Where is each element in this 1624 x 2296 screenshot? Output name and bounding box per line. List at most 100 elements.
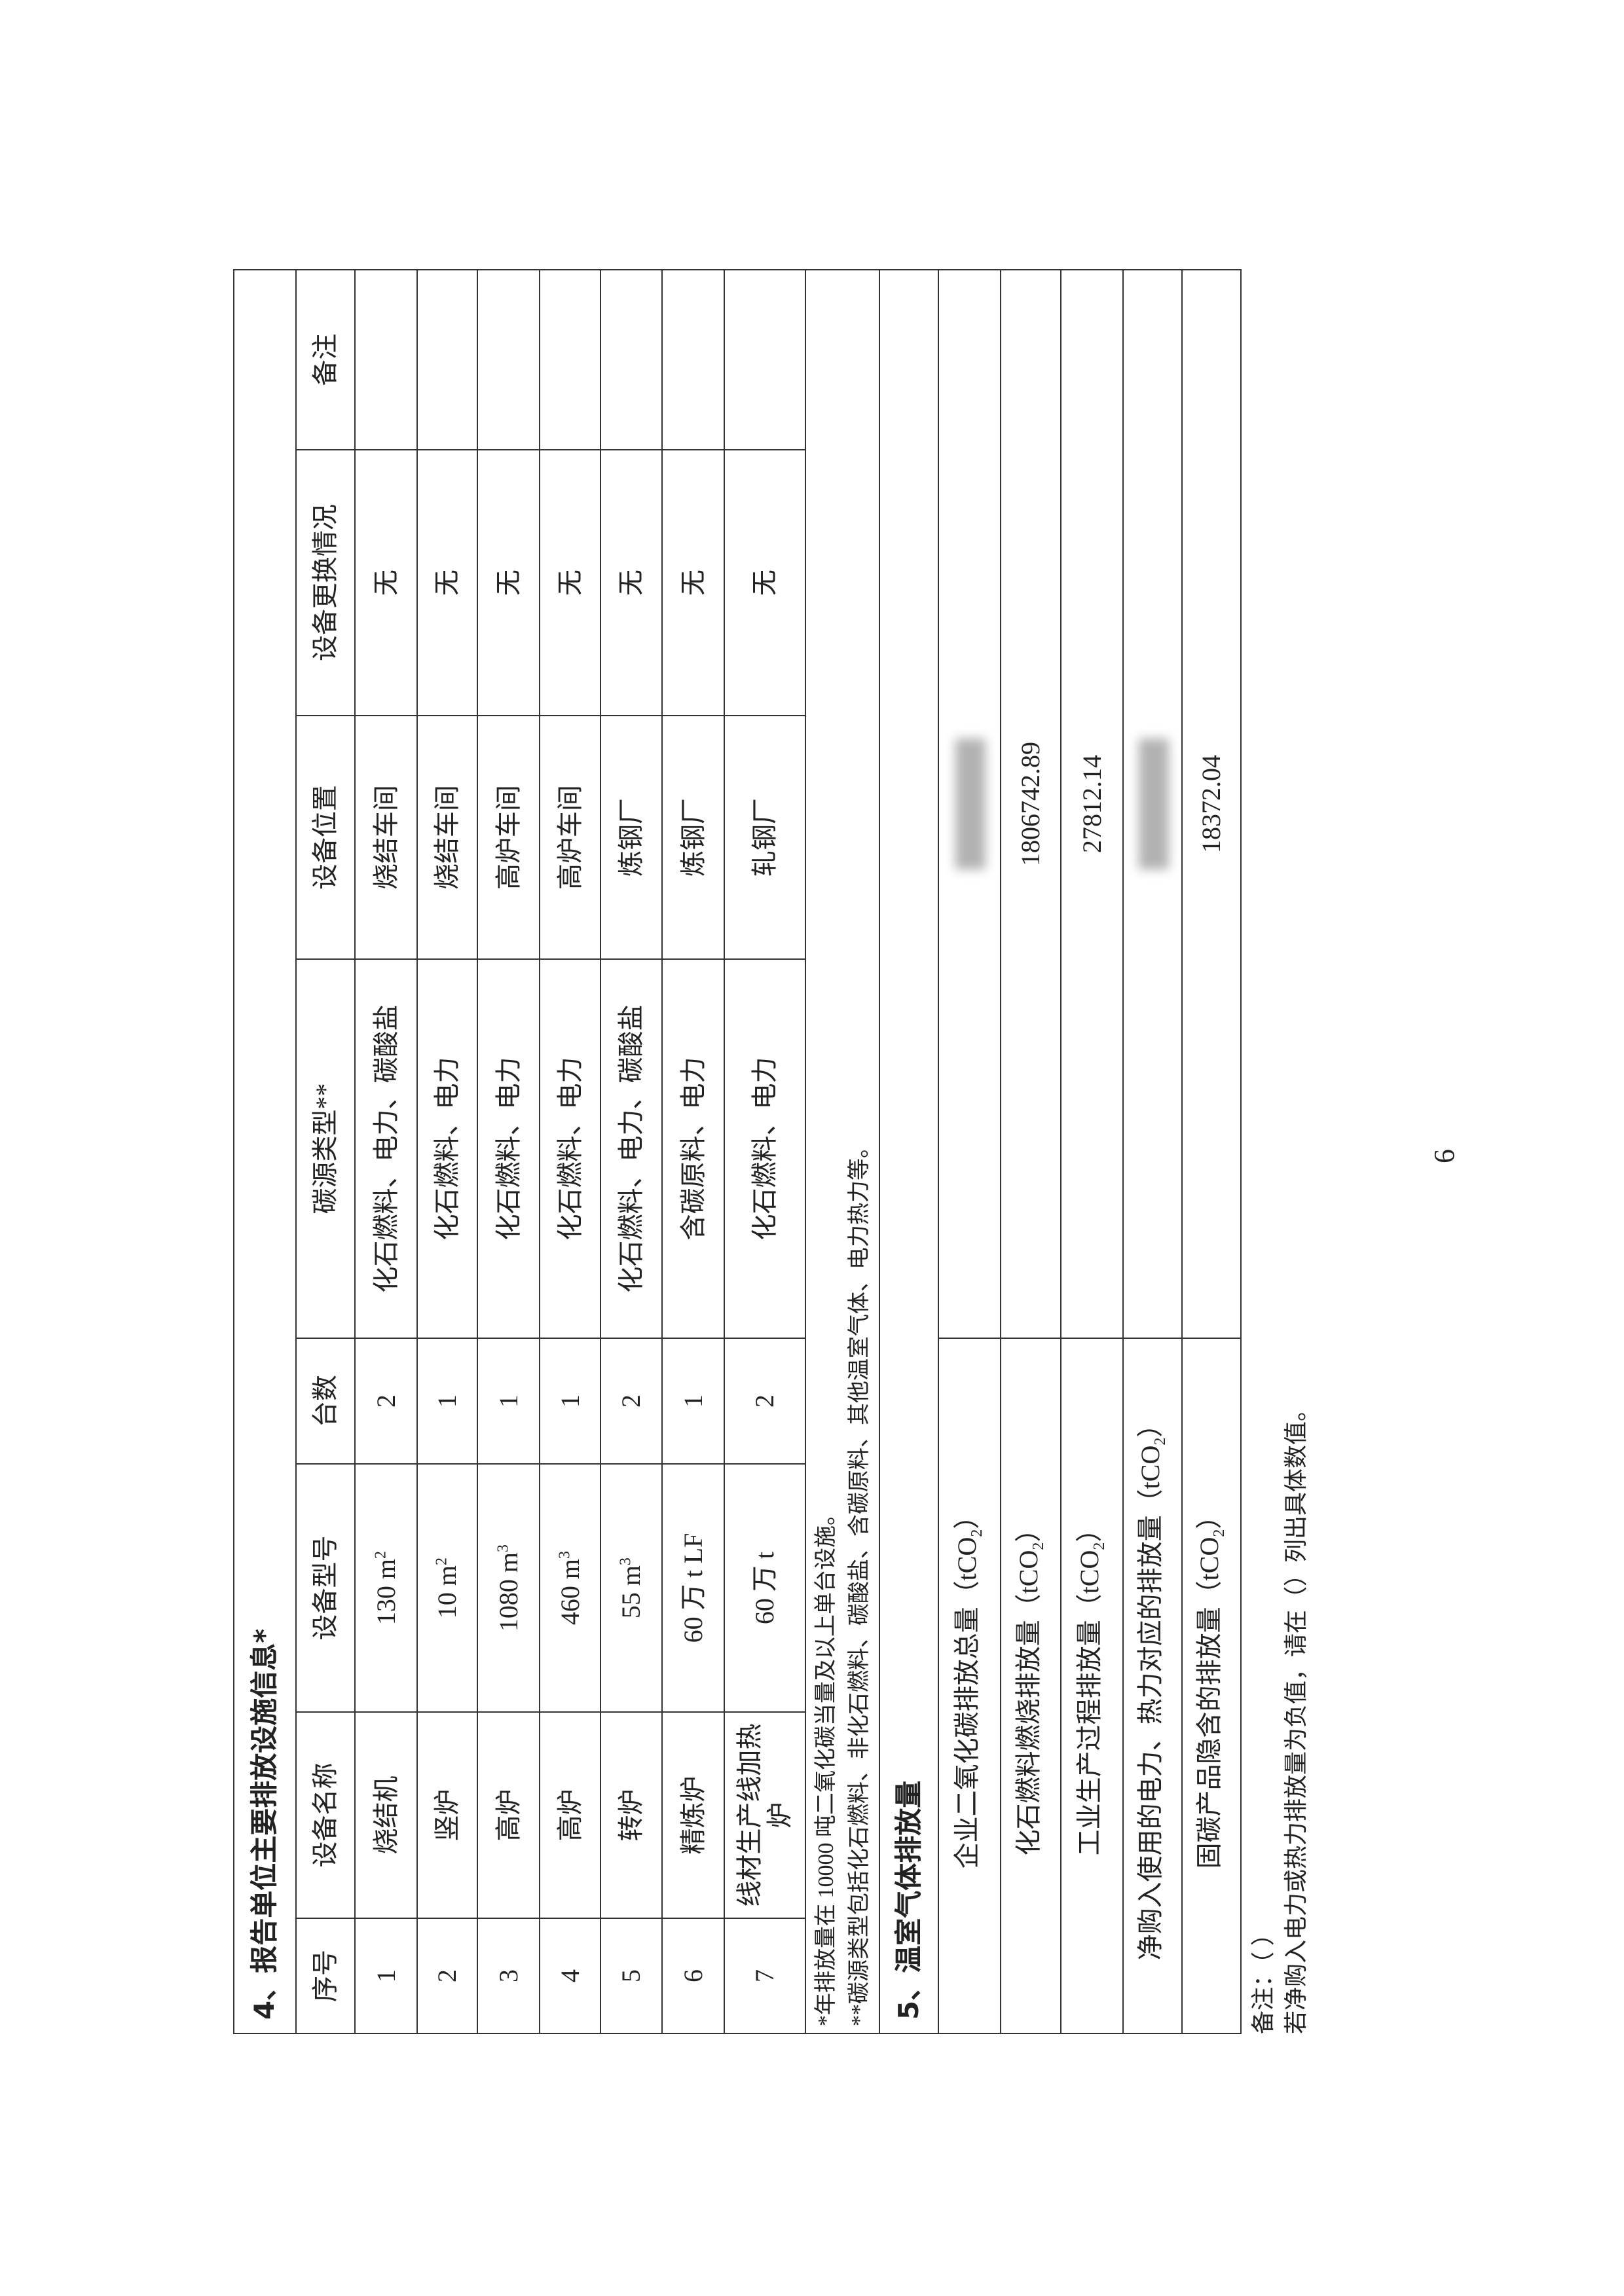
label-tail: ） (1194, 1503, 1224, 1529)
table-row: 4 高炉 460 m3 1 化石燃料、电力 高炉车间无 (540, 269, 600, 2033)
emission-value: 18372.04 (1196, 754, 1226, 853)
cell-model: 460 m3 (540, 1464, 600, 1712)
emission-label: 化石燃料燃烧排放量（tCO2） (1001, 1338, 1061, 2033)
cell-no: 7 (724, 1918, 805, 2033)
table-row: 5 转炉 55 m3 2 化石燃料、电力、碳酸盐 炼钢厂无 (600, 269, 662, 2033)
cell-carbon: 化石燃料、电力 (540, 959, 600, 1338)
cell-count: 1 (662, 1338, 724, 1464)
cell-replace: 无 (724, 450, 805, 716)
emission-value-cell: 1806742.89 (1001, 269, 1061, 1338)
header-cell: 台数 (296, 1338, 355, 1464)
cell-location: 炼钢厂 (600, 716, 662, 959)
header-cell: 设备位置 (296, 716, 355, 959)
cell-replace: 无 (355, 450, 417, 716)
cell-count: 2 (600, 1338, 662, 1464)
remark-line-1: 备注：（ ） (1250, 1922, 1276, 2034)
emission-report-table: 4、报告单位主要排放设施信息* 序号 设备名称 设备型号 台数 碳源类型** 设… (233, 269, 1242, 2034)
model-text: 460 m (555, 1558, 585, 1626)
cell-name: 线材生产线加热炉 (724, 1712, 805, 1918)
model-text: 130 m (371, 1558, 401, 1626)
cell-no: 2 (417, 1918, 477, 2033)
model-text: 1080 m (493, 1552, 523, 1632)
header-cell: 设备名称 (296, 1712, 355, 1918)
cell-count: 1 (417, 1338, 477, 1464)
label-text: 企业二氧化碳排放总量（tCO (952, 1537, 982, 1869)
label-tail: ） (1075, 1516, 1105, 1542)
cell-remark (477, 269, 540, 450)
header-cell: 备注 (296, 269, 355, 450)
model-sup: 3 (617, 1557, 635, 1565)
section5-title: 5、温室气体排放量 (879, 269, 938, 2033)
emission-row: 企业二氧化碳排放总量（tCO2） (938, 269, 1001, 2033)
model-sup: 2 (372, 1550, 390, 1559)
label-text: 固碳产品隐含的排放量（tCO (1194, 1537, 1224, 1869)
emission-value-cell (1123, 269, 1182, 1338)
cell-replace: 无 (662, 450, 724, 716)
cell-no: 6 (662, 1918, 724, 2033)
redacted-value (1138, 738, 1169, 869)
label-tail: ） (1135, 1411, 1165, 1438)
cell-no: 1 (355, 1918, 417, 2033)
cell-name: 竖炉 (417, 1712, 477, 1918)
footnotes: *年排放量在 10000 吨二氧化碳当量及以上单台设施。 **碳源类型包括化石燃… (805, 269, 879, 2033)
table-row: 2 竖炉 10 m2 1 化石燃料、电力 烧结车间无 (417, 269, 477, 2033)
cell-name: 转炉 (600, 1712, 662, 1918)
model-text: 55 m (616, 1565, 646, 1619)
cell-location: 烧结车间 (417, 716, 477, 959)
footnote-2: **碳源类型包括化石燃料、非化石燃料、碳酸盐、含碳原料、其他温室气体、电力热力等… (847, 1136, 872, 2026)
cell-replace: 无 (477, 450, 540, 716)
label-sub: 2 (1210, 1529, 1228, 1537)
redacted-value (955, 738, 986, 869)
cell-count: 2 (355, 1338, 417, 1464)
cell-remark (600, 269, 662, 450)
remark-line-2: 若净购入电力或热力排放量为负值，请在（）列出具体数值。 (1283, 1397, 1309, 2034)
cell-no: 5 (600, 1918, 662, 2033)
section4-title: 4、报告单位主要排放设施信息* (234, 269, 296, 2033)
page-number: 6 (1428, 1149, 1460, 1163)
emission-label: 企业二氧化碳排放总量（tCO2） (938, 1338, 1001, 2033)
cell-replace: 无 (417, 450, 477, 716)
emission-value: 1806742.89 (1016, 741, 1045, 866)
cell-model: 55 m3 (600, 1464, 662, 1712)
emission-label: 工业生产过程排放量（tCO2） (1061, 1338, 1123, 2033)
cell-name: 烧结机 (355, 1712, 417, 1918)
cell-remark (417, 269, 477, 450)
cell-carbon: 化石燃料、电力 (724, 959, 805, 1338)
cell-location: 轧钢厂 (724, 716, 805, 959)
emission-label: 固碳产品隐含的排放量（tCO2） (1182, 1338, 1241, 2033)
cell-model: 60 万 t LF (662, 1464, 724, 1712)
table-header-row: 序号 设备名称 设备型号 台数 碳源类型** 设备位置 设备更换情况 备注 (296, 269, 355, 2033)
cell-count: 1 (477, 1338, 540, 1464)
cell-model: 10 m2 (417, 1464, 477, 1712)
header-cell: 碳源类型** (296, 959, 355, 1338)
label-text: 化石燃料燃烧排放量（tCO (1013, 1550, 1043, 1856)
cell-remark (724, 269, 805, 450)
model-sup: 3 (494, 1544, 512, 1552)
header-cell: 设备更换情况 (296, 450, 355, 716)
cell-carbon: 化石燃料、电力、碳酸盐 (600, 959, 662, 1338)
model-sup: 3 (556, 1550, 574, 1559)
cell-replace: 无 (600, 450, 662, 716)
cell-count: 2 (724, 1338, 805, 1464)
emission-row: 固碳产品隐含的排放量（tCO2） 18372.04 (1182, 269, 1241, 2033)
header-cell: 序号 (296, 1918, 355, 2033)
cell-name: 高炉 (540, 1712, 600, 1918)
cell-no: 3 (477, 1918, 540, 2033)
table-row: 3 高炉 1080 m3 1 化石燃料、电力 高炉车间无 (477, 269, 540, 2033)
header-cell: 设备型号 (296, 1464, 355, 1712)
label-text: 工业生产过程排放量（tCO (1075, 1550, 1105, 1856)
emission-row: 化石燃料燃烧排放量（tCO2） 1806742.89 (1001, 269, 1061, 2033)
cell-location: 烧结车间 (355, 716, 417, 959)
emission-value-cell: 18372.04 (1182, 269, 1241, 1338)
label-sub: 2 (969, 1529, 986, 1537)
cell-carbon: 化石燃料、电力、碳酸盐 (355, 959, 417, 1338)
cell-model: 130 m2 (355, 1464, 417, 1712)
label-text: 净购入使用的电力、热力对应的排放量（tCO (1135, 1445, 1165, 1961)
table-row: 6 精炼炉 60 万 t LF 1 含碳原料、电力 炼钢厂无 (662, 269, 724, 2033)
label-tail: ） (952, 1503, 982, 1529)
label-sub: 2 (1029, 1542, 1047, 1550)
label-tail: ） (1013, 1516, 1043, 1542)
emission-row: 工业生产过程排放量（tCO2） 27812.14 (1061, 269, 1123, 2033)
emission-label: 净购入使用的电力、热力对应的排放量（tCO2） (1123, 1338, 1182, 2033)
